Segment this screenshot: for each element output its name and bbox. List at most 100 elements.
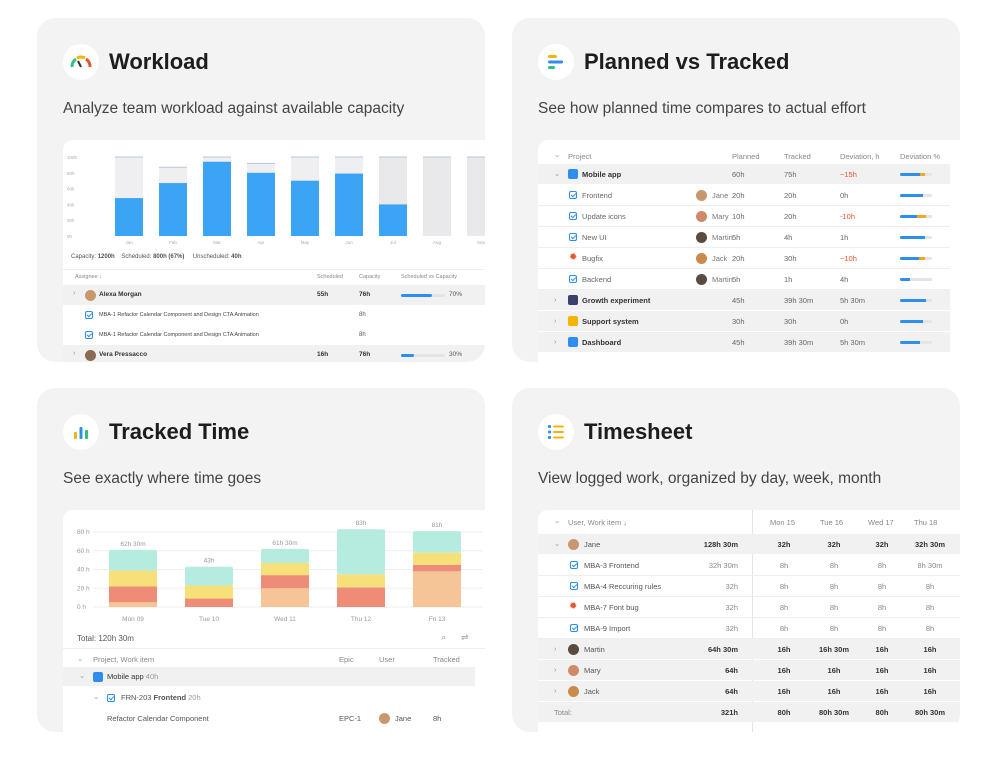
table-row[interactable]: › Dashboard 45h 39h 30m 5h 30m bbox=[538, 332, 950, 352]
col-scheduled[interactable]: Scheduled bbox=[317, 274, 343, 280]
timesheet-card[interactable]: Timesheet View logged work, organized by… bbox=[512, 388, 960, 732]
col-user[interactable]: User bbox=[379, 655, 395, 664]
expand-chevron-icon[interactable]: › bbox=[554, 665, 557, 674]
table-row[interactable]: Refactor Calendar Component EPC-1 Jane 8… bbox=[107, 713, 442, 724]
deviation-bar bbox=[900, 236, 932, 239]
stack-segment bbox=[109, 602, 157, 607]
table-row[interactable]: MBA-1 Refactor Calendar Component and De… bbox=[63, 325, 485, 345]
expand-chevron-icon[interactable]: › bbox=[554, 644, 557, 653]
checkbox-icon bbox=[569, 275, 577, 283]
deviation-bar bbox=[900, 215, 932, 218]
col-day[interactable]: Tue 16 bbox=[820, 518, 844, 527]
expand-chevron-icon[interactable]: › bbox=[554, 316, 557, 325]
stack-segment bbox=[337, 587, 385, 607]
day-value: 16h 30m bbox=[818, 645, 850, 654]
col-tracked[interactable]: Tracked bbox=[784, 152, 811, 161]
project-icon bbox=[568, 337, 578, 347]
gauge-icon bbox=[63, 44, 99, 80]
col-assignee[interactable]: Assignee ↓ bbox=[75, 274, 102, 280]
planned-value: 10h bbox=[732, 212, 745, 221]
capacity-bar bbox=[467, 157, 485, 236]
col-deviation-h[interactable]: Deviation, h bbox=[840, 152, 880, 161]
expand-chevron-icon[interactable]: ⌄ bbox=[554, 539, 561, 548]
col-project-work-item[interactable]: Project, Work item bbox=[93, 655, 155, 664]
table-row[interactable]: ⌄ Jane 128h 30m 32h 32h 32h 32h 30m bbox=[538, 534, 960, 554]
planned-vs-tracked-card[interactable]: Planned vs Tracked See how planned time … bbox=[512, 18, 960, 362]
table-row[interactable]: New UI Martin 5h 4h 1h bbox=[538, 227, 950, 248]
table-row[interactable]: › Martin 64h 30m 16h 16h 30m 16h 16h bbox=[538, 639, 960, 659]
x-tick-label: Jul bbox=[390, 240, 396, 245]
search-icon[interactable]: ⌕ bbox=[441, 632, 447, 642]
col-svc[interactable]: Scheduled vs Capacity bbox=[401, 274, 457, 280]
table-row[interactable]: Frontend Jane 20h 20h 0h bbox=[538, 185, 950, 206]
day-value: 80h 30m bbox=[914, 708, 946, 717]
y-tick-label: 0 h bbox=[77, 604, 86, 611]
y-tick-label: 0h bbox=[67, 234, 73, 239]
y-tick-label: 40h bbox=[67, 202, 75, 207]
row-label: MBA-7 Font bug bbox=[584, 603, 639, 612]
table-row[interactable]: › Jack 64h 16h 16h 16h 16h bbox=[538, 681, 960, 701]
col-capacity[interactable]: Capacity bbox=[359, 274, 381, 280]
table-row[interactable]: ⌄ Mobile app 40h bbox=[63, 667, 475, 686]
expand-chevron-icon[interactable]: › bbox=[554, 337, 557, 346]
table-row[interactable]: Total: 321h 80h 80h 30m 80h 80h 30m bbox=[538, 702, 960, 722]
table-row[interactable]: ⌄ Mobile app 60h 75h −15h bbox=[538, 164, 950, 184]
bug-icon: ✹ bbox=[569, 252, 578, 263]
col-day[interactable]: Wed 17 bbox=[868, 518, 894, 527]
stack-segment bbox=[261, 575, 309, 589]
x-tick-label: Apr bbox=[257, 240, 265, 245]
expand-chevron-icon[interactable]: ⌄ bbox=[554, 169, 561, 178]
table-row[interactable]: › Support system 30h 30h 0h bbox=[538, 311, 950, 331]
scheduled-bar bbox=[115, 198, 143, 236]
avatar bbox=[696, 274, 707, 285]
checkbox-icon bbox=[570, 561, 578, 569]
y-tick-label: 60 h bbox=[77, 548, 90, 555]
col-planned[interactable]: Planned bbox=[732, 152, 760, 161]
day-value: 16h bbox=[923, 645, 937, 654]
table-row[interactable]: MBA-9 Import 32h 8h 8h 8h 8h bbox=[538, 618, 960, 639]
expand-chevron-icon[interactable]: › bbox=[554, 686, 557, 695]
table-row[interactable]: › Alexa Morgan 55h 76h 70% bbox=[63, 285, 485, 305]
deviation-value: 1h bbox=[840, 233, 849, 242]
item-name: New UI bbox=[582, 233, 607, 242]
table-row[interactable]: ⌄ FRN-203 Frontend 20h bbox=[93, 692, 201, 702]
expand-chevron-icon[interactable]: › bbox=[554, 295, 557, 304]
table-row[interactable]: › Growth experiment 45h 39h 30m 5h 30m bbox=[538, 290, 950, 310]
stack-segment bbox=[337, 574, 385, 588]
item-name: Bugfix bbox=[582, 254, 603, 263]
bar-total-label: 43h bbox=[204, 558, 215, 565]
filter-icon[interactable]: ⇌ bbox=[461, 632, 469, 642]
table-row[interactable]: MBA-3 Frontend 32h 30m 8h 8h 8h 8h 30m bbox=[538, 555, 960, 576]
table-row[interactable]: MBA-4 Reccuring rules 32h 8h 8h 8h 8h bbox=[538, 576, 960, 597]
tracked-time-card[interactable]: Tracked Time See exactly where time goes… bbox=[37, 388, 485, 732]
col-day[interactable]: Mon 15 bbox=[770, 518, 796, 527]
col-day[interactable]: Thu 18 bbox=[914, 518, 938, 527]
table-row[interactable]: Update icons Mary 10h 20h -10h bbox=[538, 206, 950, 227]
col-user-work-item[interactable]: User, Work item ↓ bbox=[568, 518, 628, 527]
col-epic[interactable]: Epic bbox=[339, 655, 354, 664]
col-tracked[interactable]: Tracked bbox=[433, 655, 460, 664]
table-row[interactable]: › Mary 64h 16h 16h 16h 16h bbox=[538, 660, 960, 680]
day-value: 16h bbox=[777, 666, 791, 675]
x-tick-label: Jan bbox=[125, 240, 133, 245]
day-value: 8h bbox=[877, 603, 887, 612]
col-project[interactable]: Project bbox=[568, 152, 592, 161]
col-deviation-pct[interactable]: Deviation % bbox=[900, 152, 941, 161]
table-row[interactable]: MBA-1 Refactor Calendar Component and De… bbox=[63, 305, 485, 325]
table-row[interactable]: › Vera Pressacco 16h 76h 30% bbox=[63, 345, 485, 362]
row-divider bbox=[538, 226, 950, 227]
day-value: 8h bbox=[877, 624, 887, 633]
table-row[interactable]: ✹ Bugfix Jack 20h 30h −10h bbox=[538, 248, 950, 269]
avatar bbox=[696, 211, 707, 222]
checkbox-icon bbox=[85, 331, 93, 339]
workload-card[interactable]: Workload Analyze team workload against a… bbox=[37, 18, 485, 362]
row-label: Martin bbox=[584, 645, 605, 654]
card-subtitle: View logged work, organized by day, week… bbox=[538, 470, 882, 487]
row-label: Jack bbox=[584, 687, 600, 696]
user-name: Jane bbox=[712, 191, 729, 200]
planned-value: 30h bbox=[732, 317, 745, 326]
day-value: 80h bbox=[875, 708, 889, 717]
table-row[interactable]: Backend Martin 5h 1h 4h bbox=[538, 269, 950, 290]
day-value: 16h bbox=[777, 687, 791, 696]
table-row[interactable]: ✹ MBA-7 Font bug 32h 8h 8h 8h 8h bbox=[538, 597, 960, 618]
